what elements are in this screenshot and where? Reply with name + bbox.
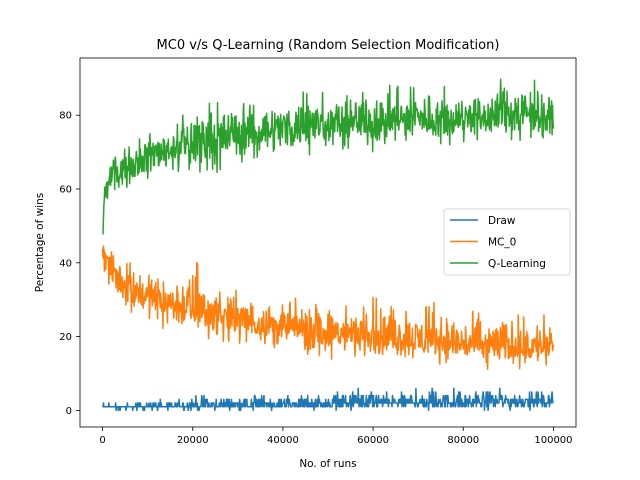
- legend: Draw MC_0 Q-Learning: [443, 208, 571, 276]
- x-tick-label: 40000: [267, 435, 299, 446]
- series-line-q-learning: [102, 78, 555, 235]
- legend-box: [443, 208, 571, 276]
- legend-label: Q-Learning: [488, 258, 546, 270]
- x-axis-label: No. of runs: [299, 458, 356, 470]
- series-line-mc-0: [101, 245, 555, 370]
- y-axis: 0 20 40 60 80: [59, 111, 80, 417]
- y-tick-label: 0: [66, 406, 72, 417]
- x-tick-label: 100000: [534, 435, 572, 446]
- y-tick-label: 80: [59, 111, 72, 122]
- plot-frame: [79, 57, 577, 428]
- legend-label: MC_0: [488, 237, 516, 249]
- x-tick-label: 0: [99, 435, 105, 446]
- series-line-draw: [102, 387, 554, 412]
- y-axis-label: Percentage of wins: [34, 193, 46, 293]
- x-axis: 0 20000 40000 60000 80000 100000: [99, 427, 573, 446]
- x-tick-label: 20000: [177, 435, 209, 446]
- chart-title: MC0 v/s Q-Learning (Random Selection Mod…: [157, 38, 500, 53]
- x-tick-label: 80000: [447, 435, 479, 446]
- legend-label: Draw: [488, 215, 516, 227]
- x-tick-label: 60000: [357, 435, 389, 446]
- y-tick-label: 20: [59, 332, 72, 343]
- y-tick-label: 60: [59, 184, 72, 195]
- y-tick-label: 40: [59, 258, 72, 269]
